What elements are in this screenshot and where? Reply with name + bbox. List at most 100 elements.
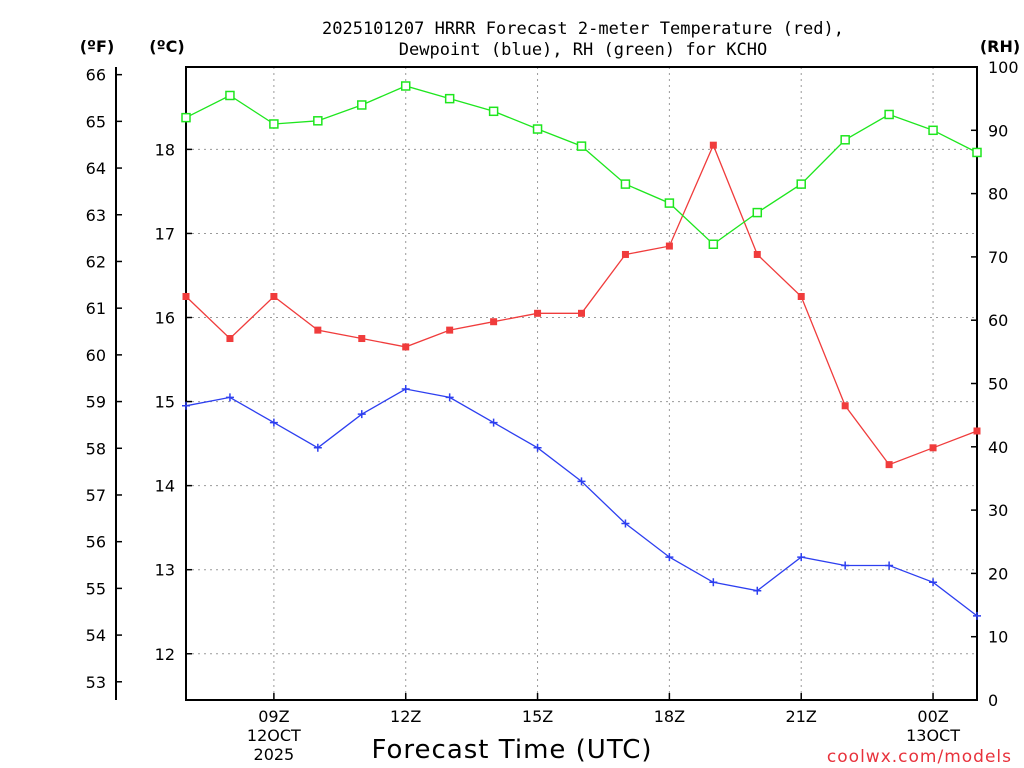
celsius-tick-label: 16 — [155, 309, 175, 328]
temperature-point — [270, 292, 278, 300]
rh-point — [269, 119, 279, 129]
chart-title-line-2: Dewpoint (blue), RH (green) for KCHO — [399, 40, 767, 60]
rh-point — [181, 112, 191, 123]
temperature-point — [182, 292, 190, 300]
dewpoint-point — [533, 443, 542, 452]
rh-point — [664, 198, 675, 208]
temperature-point — [534, 309, 542, 317]
temperature-line — [185, 143, 978, 466]
rh-tick-label: 60 — [988, 311, 1008, 330]
fahrenheit-unit-label: (ºF) — [80, 37, 115, 56]
grid-layer — [186, 67, 977, 700]
rh-point — [225, 90, 235, 101]
rh-point — [752, 207, 763, 218]
fahrenheit-tick-label: 64 — [86, 159, 106, 178]
dewpoint-point — [797, 553, 806, 562]
x-tick-label: 09Z — [258, 707, 289, 726]
fahrenheit-tick-label: 58 — [86, 439, 106, 458]
temperature-point — [446, 326, 454, 334]
temperature-point — [885, 461, 893, 469]
rh-point — [620, 179, 631, 189]
chart-title-line-1: 2025101207 HRRR Forecast 2-meter Tempera… — [322, 19, 844, 39]
dewpoint-point — [225, 393, 234, 402]
dewpoint-point — [665, 553, 674, 562]
temperature-point — [578, 309, 585, 317]
temperature-point — [402, 343, 410, 351]
axes-layer: 53 54 55 56 57 58 59 60 61 62 63 64 65 66 12 13 14 15 16 17… — [86, 58, 1019, 764]
dewpoint-point — [621, 519, 630, 528]
fahrenheit-tick-label: 63 — [86, 206, 106, 225]
rh-point — [840, 135, 850, 145]
rh-point — [928, 125, 938, 136]
fahrenheit-tick-label: 54 — [86, 626, 106, 645]
temperature-point — [841, 402, 849, 410]
fahrenheit-tick-label: 62 — [86, 252, 106, 271]
x-tick-label: 12OCT — [247, 726, 301, 745]
celsius-tick-label: 15 — [155, 393, 175, 412]
rh-tick-label: 90 — [988, 121, 1008, 140]
series-rh — [181, 81, 982, 249]
dewpoint-point — [885, 561, 894, 570]
x-axis-title: Forecast Time (UTC) — [371, 735, 652, 765]
fahrenheit-tick-label: 57 — [86, 486, 106, 505]
x-tick-label: 15Z — [522, 707, 553, 726]
rh-tick-label: 10 — [988, 628, 1008, 647]
series-temperature — [182, 141, 981, 469]
x-tick-label: 13OCT — [906, 726, 960, 745]
rh-point — [444, 93, 455, 104]
x-tick-label: 00Z — [917, 707, 948, 726]
temperature-point — [314, 326, 322, 334]
dewpoint-point — [973, 611, 981, 620]
x-tick-label: 12Z — [390, 707, 421, 726]
rh-point — [576, 141, 587, 151]
x-tick-label: 18Z — [654, 707, 685, 726]
rh-tick-label: 20 — [988, 564, 1008, 583]
rh-tick-label: 0 — [988, 691, 998, 710]
celsius-tick-label: 13 — [155, 561, 175, 580]
fahrenheit-tick-label: 55 — [86, 579, 106, 598]
dewpoint-point — [709, 578, 718, 587]
rh-point — [400, 81, 411, 91]
dewpoint-point — [182, 401, 190, 410]
rh-tick-label: 80 — [988, 185, 1008, 204]
dewpoint-point — [929, 578, 938, 587]
credit-text: coolwx.com/models — [827, 747, 1012, 767]
temperature-point — [665, 242, 673, 250]
temperature-point — [797, 292, 805, 300]
rh-point — [357, 100, 367, 110]
rh-point — [488, 106, 499, 117]
temperature-point — [709, 141, 717, 149]
fahrenheit-tick-label: 56 — [86, 533, 106, 552]
temperature-point — [358, 335, 366, 343]
celsius-tick-label: 17 — [155, 224, 175, 243]
fahrenheit-tick-label: 60 — [86, 346, 106, 365]
fahrenheit-tick-label: 65 — [86, 112, 106, 131]
temperature-point — [490, 318, 498, 326]
temperature-point — [226, 335, 234, 343]
rh-tick-label: 30 — [988, 501, 1008, 520]
rh-unit-label: (RH) — [980, 37, 1020, 56]
dewpoint-point — [577, 477, 586, 486]
dewpoint-point — [269, 418, 278, 427]
fahrenheit-tick-label: 59 — [86, 393, 106, 412]
dewpoint-point — [357, 410, 366, 419]
rh-tick-label: 70 — [988, 248, 1008, 267]
fahrenheit-tick-label: 66 — [86, 66, 106, 85]
temperature-point — [753, 250, 761, 258]
fahrenheit-tick-label: 61 — [86, 299, 106, 318]
series-layer — [181, 81, 982, 620]
celsius-tick-label: 12 — [155, 645, 175, 664]
dewpoint-point — [753, 586, 762, 595]
dewpoint-point — [313, 443, 322, 452]
rh-point — [796, 179, 806, 189]
rh-point — [708, 239, 719, 249]
rh-tick-label: 100 — [988, 58, 1019, 77]
rh-line — [185, 85, 978, 246]
rh-point — [972, 147, 982, 158]
rh-tick-label: 40 — [988, 438, 1008, 457]
rh-point — [884, 109, 894, 120]
rh-tick-label: 50 — [988, 375, 1008, 394]
temperature-point — [929, 444, 937, 452]
x-tick-label: 2025 — [254, 745, 295, 764]
